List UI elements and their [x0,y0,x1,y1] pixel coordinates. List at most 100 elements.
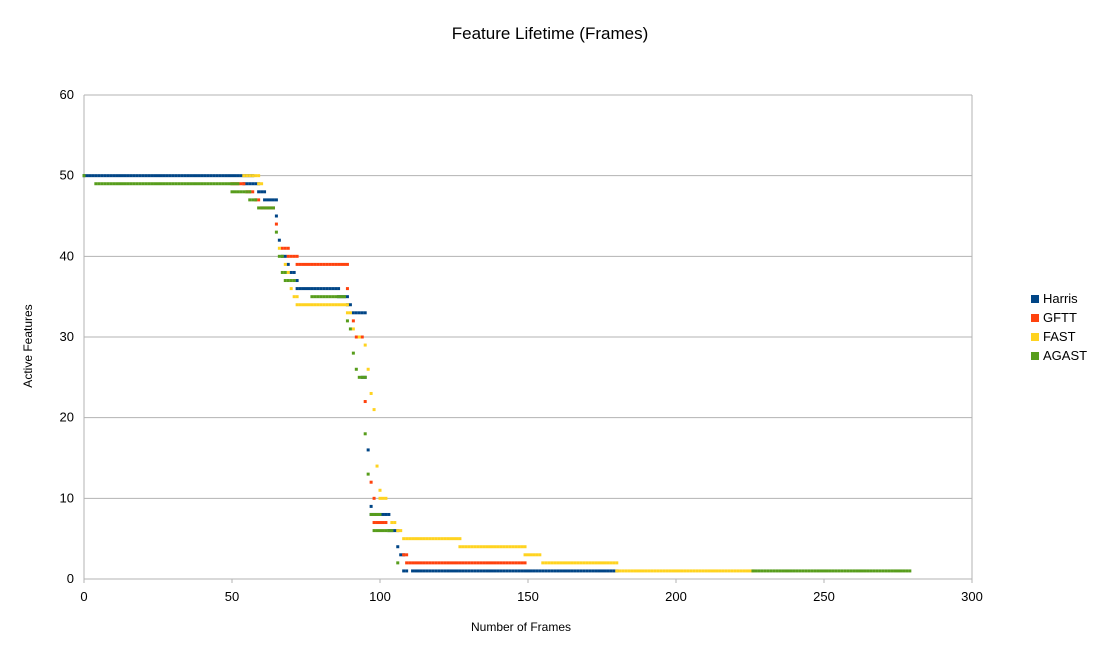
data-point [499,545,503,549]
data-point [381,521,385,525]
data-point [653,569,657,573]
data-point [485,569,489,573]
data-point [813,569,817,573]
data-point [342,303,346,307]
data-point [461,545,465,549]
data-point [183,182,187,186]
data-point [295,287,299,291]
data-point [781,569,785,573]
data-point [742,569,746,573]
data-point [118,174,122,178]
data-point [106,182,110,186]
data-point [863,569,867,573]
data-point [345,303,349,307]
data-point [345,295,349,299]
data-point [695,569,699,573]
data-point [316,303,320,307]
data-point [396,529,400,533]
data-point [869,569,873,573]
data-point [248,182,252,186]
data-point [307,262,311,266]
data-point [567,569,571,573]
data-point [470,561,474,565]
data-point [328,303,332,307]
data-point [144,174,148,178]
data-point [707,569,711,573]
data-point [479,561,483,565]
data-point [473,561,477,565]
data-point [458,545,462,549]
data-point [464,561,468,565]
data-point [499,569,503,573]
data-point [437,537,441,541]
data-point [455,569,459,573]
data-point [334,295,338,299]
data-point [588,561,592,565]
x-tick-label: 300 [961,589,983,604]
data-point [757,569,761,573]
data-point [550,569,554,573]
data-point [493,545,497,549]
data-point [337,295,341,299]
data-point [499,561,503,565]
data-point [502,561,506,565]
data-point [304,287,308,291]
x-tick-label: 50 [225,589,239,604]
data-point [636,569,640,573]
data-point [129,174,133,178]
data-point [520,561,524,565]
data-point [141,174,145,178]
data-point [579,569,583,573]
data-point [212,182,216,186]
data-point [298,262,302,266]
data-point [482,569,486,573]
data-point [286,262,290,266]
data-point [354,335,358,339]
data-point [245,174,249,178]
data-point [319,303,323,307]
data-point [313,262,317,266]
data-point [251,182,255,186]
data-point [266,206,270,210]
data-point [126,174,130,178]
data-point [369,504,373,508]
data-point [630,569,634,573]
data-point [334,287,338,291]
data-point [470,569,474,573]
data-point [233,182,237,186]
data-point [425,569,429,573]
plot-area [82,174,912,573]
data-point [452,569,456,573]
data-point [822,569,826,573]
data-point [372,408,376,412]
data-point [82,174,86,178]
data-point [493,561,497,565]
data-point [221,174,225,178]
data-point [464,569,468,573]
data-point [585,561,589,565]
data-point [526,553,530,557]
data-point [147,182,151,186]
data-point [162,182,166,186]
data-point [310,303,314,307]
data-point [443,569,447,573]
data-point [351,351,355,355]
data-point [680,569,684,573]
legend-label: AGAST [1043,348,1087,363]
data-point [375,512,379,516]
data-point [819,569,823,573]
data-point [402,569,406,573]
data-point [692,569,696,573]
data-point [393,529,397,533]
data-point [263,198,267,202]
data-point [245,182,249,186]
data-point [295,254,299,258]
data-point [582,569,586,573]
data-point [254,198,258,202]
data-point [473,569,477,573]
data-point [378,496,382,500]
data-point [224,182,228,186]
x-tick-label: 200 [665,589,687,604]
data-point [171,174,175,178]
